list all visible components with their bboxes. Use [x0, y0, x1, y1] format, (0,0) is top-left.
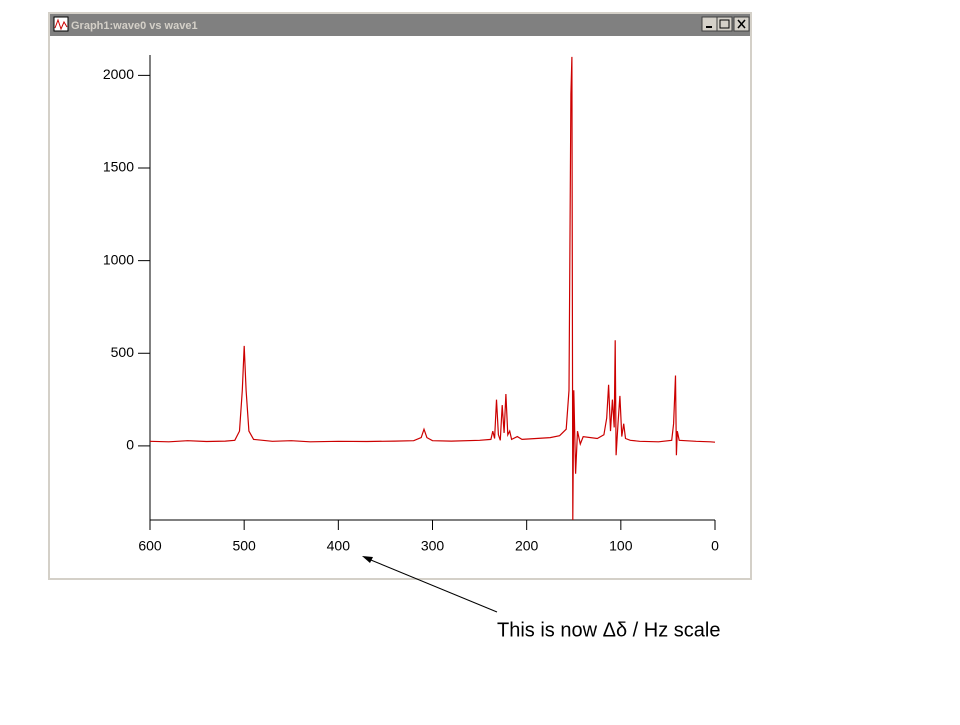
y-tick-label: 500: [111, 344, 135, 360]
x-tick-label: 200: [515, 538, 539, 554]
y-tick-label: 0: [126, 437, 134, 453]
y-tick-label: 2000: [103, 66, 134, 82]
window-title: Graph1:wave0 vs wave1: [71, 20, 198, 32]
title-bar: [50, 14, 750, 36]
x-tick-label: 300: [421, 538, 445, 554]
app-icon-glyph: [54, 18, 68, 31]
x-tick-label: 100: [609, 538, 633, 554]
x-tick-label: 400: [327, 538, 351, 554]
annotation-arrow: [365, 557, 498, 613]
y-tick-label: 1500: [103, 159, 134, 175]
minimize-button[interactable]: [701, 16, 718, 32]
spectrum-line: [149, 56, 716, 521]
x-tick-label: 600: [138, 538, 162, 554]
y-tick-label: 1000: [103, 251, 134, 267]
annotation: This is now Δδ / Hz scale: [497, 619, 720, 641]
arrow-head: [362, 556, 373, 563]
x-tick-label: 0: [711, 538, 719, 554]
maximize-button[interactable]: [716, 16, 733, 32]
graph-area: [50, 36, 750, 578]
x-tick-label: 500: [232, 538, 256, 554]
close-button[interactable]: [733, 16, 750, 32]
